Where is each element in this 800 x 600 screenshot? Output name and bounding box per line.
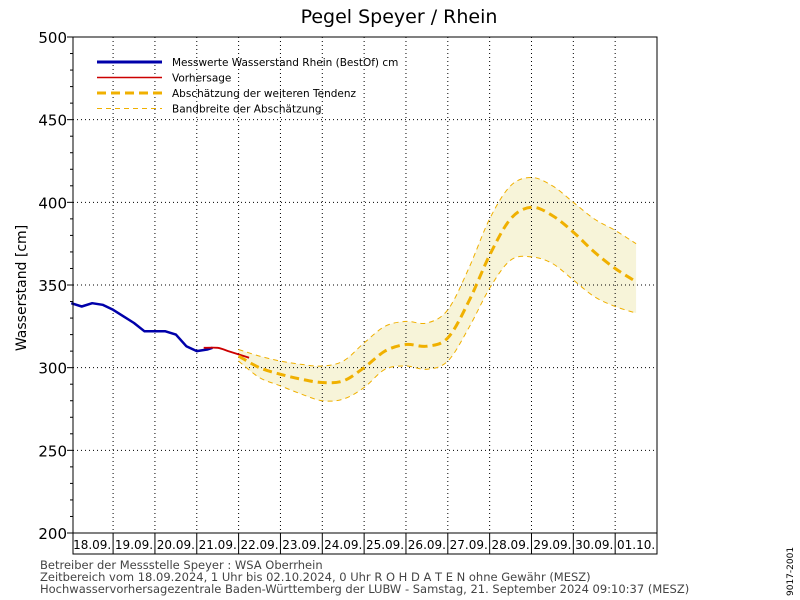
forecast-line bbox=[203, 346, 250, 359]
y-tick-label: 200 bbox=[38, 525, 67, 543]
x-tick-label: 18.09. bbox=[73, 538, 111, 552]
legend-trend-label: Abschätzung der weiteren Tendenz bbox=[172, 88, 357, 100]
x-tick-label: 26.09. bbox=[408, 538, 446, 552]
legend-band-label: Bandbreite der Abschätzung bbox=[172, 104, 322, 116]
y-tick-label: 300 bbox=[38, 360, 67, 378]
x-tick-label: 19.09. bbox=[115, 538, 153, 552]
footer-source: Hochwasservorhersagezentrale Baden-Württ… bbox=[40, 582, 689, 596]
x-tick-label: 21.09. bbox=[199, 538, 237, 552]
x-tick-label: 22.09. bbox=[240, 538, 278, 552]
x-tick-label: 23.09. bbox=[282, 538, 320, 552]
y-tick-label: 500 bbox=[38, 29, 67, 47]
x-tick-label: 28.09. bbox=[491, 538, 529, 552]
y-tick-label: 250 bbox=[38, 442, 67, 460]
band-lower-line bbox=[238, 255, 637, 402]
band-upper-line bbox=[238, 176, 637, 367]
trend-estimate-line bbox=[237, 205, 637, 385]
station-code: 9017-2001 bbox=[786, 547, 796, 596]
y-axis-label: Wasserstand [cm] bbox=[14, 225, 30, 351]
y-tick-label: 400 bbox=[38, 194, 67, 212]
footer-operator: Betreiber der Messstelle Speyer : WSA Ob… bbox=[40, 558, 323, 572]
grid bbox=[73, 37, 657, 533]
y-tick-label: 450 bbox=[38, 112, 67, 130]
x-tick-label: 27.09. bbox=[450, 538, 488, 552]
x-tick-label: 29.09. bbox=[533, 538, 571, 552]
band-fill bbox=[238, 177, 637, 402]
legend-forecast-label: Vorhersage bbox=[172, 73, 231, 85]
legend: Messwerte Wasserstand Rhein (BestOf) cm V… bbox=[97, 57, 398, 116]
measured-level-line bbox=[70, 301, 213, 353]
legend-measured-label: Messwerte Wasserstand Rhein (BestOf) cm bbox=[172, 57, 398, 69]
x-tick-label: 01.10. bbox=[617, 538, 655, 552]
x-tick-label: 24.09. bbox=[324, 538, 362, 552]
x-label-strip bbox=[72, 532, 658, 555]
series-lines bbox=[70, 176, 637, 402]
footer-time-range: Zeitbereich vom 18.09.2024, 1 Uhr bis 02… bbox=[40, 570, 591, 584]
x-tick-label: 30.09. bbox=[575, 538, 613, 552]
x-tick-label: 25.09. bbox=[366, 538, 404, 552]
axes: 200 250 300 350 400 450 500 18.09. 19.09. 20.09. 2… bbox=[38, 29, 658, 555]
y-tick-label: 350 bbox=[38, 277, 67, 295]
estimate-band bbox=[238, 177, 637, 402]
x-tick-label: 20.09. bbox=[157, 538, 195, 552]
chart-title: Pegel Speyer / Rhein bbox=[301, 6, 498, 28]
